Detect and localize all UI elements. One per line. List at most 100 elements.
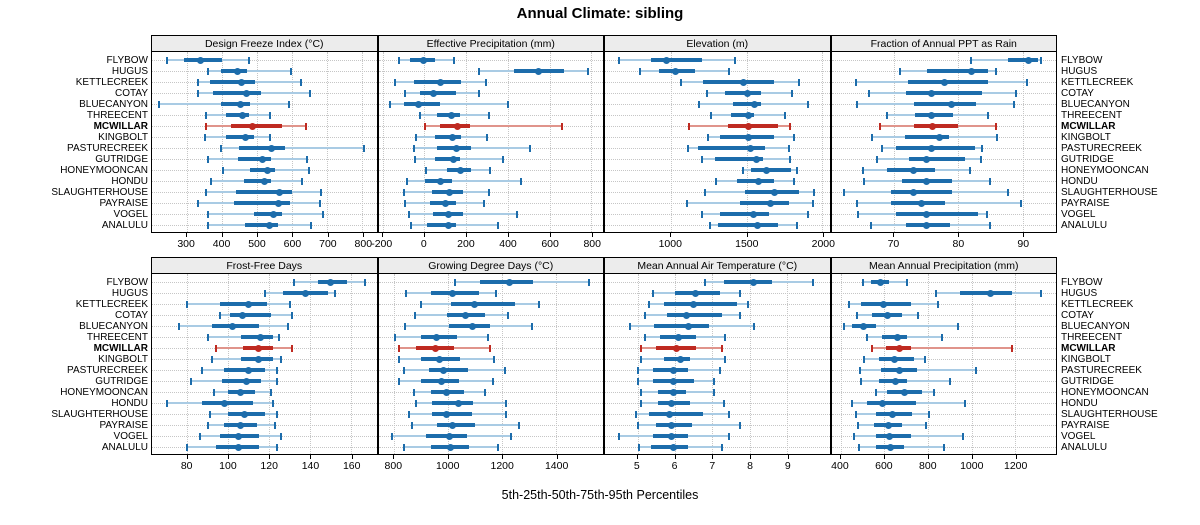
cap-5th <box>165 56 168 64</box>
cap-5th <box>178 322 181 330</box>
cap-5th <box>397 56 400 64</box>
station-label-honeymooncan: HONEYMOONCAN <box>1061 164 1149 176</box>
box-25th-75th <box>450 302 515 306</box>
interval-row-slaughterhouse <box>378 187 603 198</box>
gridline-horizontal <box>831 392 1056 393</box>
cap-5th <box>640 355 643 363</box>
median-dot <box>922 177 930 185</box>
percentile-caption: 5th-25th-50th-75th-95th Percentiles <box>501 488 699 502</box>
panel-strip-frost-free-days: Frost-Free Days <box>151 257 378 274</box>
box-25th-75th <box>724 91 762 95</box>
cap-5th <box>742 166 745 174</box>
box-25th-75th <box>212 91 261 95</box>
median-dot <box>444 210 452 218</box>
box-25th-75th <box>648 412 704 416</box>
interval-row-gutridge <box>152 376 377 387</box>
panel-title: Effective Precipitation (mm) <box>426 37 555 50</box>
station-label-gutridge: GUTRIDGE <box>95 375 148 387</box>
station-label-vogel: VOGEL <box>113 208 148 220</box>
cap-5th <box>424 122 427 130</box>
cap-95th <box>333 289 336 297</box>
median-dot <box>302 289 310 297</box>
cap-95th <box>305 155 308 163</box>
station-label-hugus: HUGUS <box>1061 65 1098 77</box>
axis-tick <box>636 455 638 459</box>
cap-95th <box>724 333 727 341</box>
axis-tick <box>674 455 676 459</box>
axis-tick-label: 700 <box>319 238 337 250</box>
cap-95th <box>278 333 281 341</box>
cap-5th <box>700 155 703 163</box>
cap-5th <box>899 67 902 75</box>
median-dot <box>326 278 334 286</box>
interval-row-bluecanyon <box>152 99 377 110</box>
interval-row-vogel <box>605 431 830 442</box>
cap-95th <box>989 177 992 185</box>
cap-95th <box>537 300 540 308</box>
cap-95th <box>504 410 507 418</box>
median-dot <box>887 443 895 451</box>
gridline-vertical <box>822 52 824 232</box>
box-25th-75th <box>226 135 254 139</box>
box-25th-75th <box>908 80 989 84</box>
x-axis-effective-precipitation-mm: -200 0 200 400 600 800 <box>371 233 605 251</box>
axis-tick-label: 400 <box>831 460 849 472</box>
interval-row-kettlecreek <box>378 299 603 310</box>
median-dot <box>675 333 683 341</box>
median-dot <box>446 188 454 196</box>
cap-5th <box>855 199 858 207</box>
station-label-kettlecreek: KETTLECREEK <box>75 298 148 310</box>
cap-95th <box>497 221 500 229</box>
station-label-payraise: PAYRAISE <box>99 197 148 209</box>
interval-row-bluecanyon <box>378 321 603 332</box>
interval-row-mcwillar <box>605 121 830 132</box>
gridline-horizontal <box>152 60 377 61</box>
cap-95th <box>485 78 488 86</box>
cap-5th <box>644 311 647 319</box>
cap-95th <box>561 122 564 130</box>
interval-row-hondu <box>378 398 603 409</box>
box-25th-75th <box>249 168 276 172</box>
median-dot <box>260 177 268 185</box>
gridline-vertical <box>958 52 960 232</box>
cap-95th <box>310 221 313 229</box>
cap-95th <box>961 432 964 440</box>
interval-row-threecent <box>378 332 603 343</box>
interval-row-honeymooncan <box>378 165 603 176</box>
median-dot <box>884 421 892 429</box>
median-dot <box>754 221 762 229</box>
median-dot <box>745 111 753 119</box>
station-label-analulu: ANALULU <box>1061 441 1108 453</box>
median-dot <box>667 432 675 440</box>
median-dot <box>910 188 918 196</box>
median-dot <box>437 78 445 86</box>
interval-row-flybow <box>152 55 377 66</box>
gridline-vertical <box>186 52 188 232</box>
box-25th-75th <box>235 190 293 194</box>
cap-5th <box>197 199 200 207</box>
median-dot <box>448 133 456 141</box>
cap-5th <box>707 133 710 141</box>
cap-5th <box>410 221 413 229</box>
interval-row-analulu <box>831 442 1056 453</box>
interval-row-flybow <box>378 55 603 66</box>
box-25th-75th <box>220 302 268 306</box>
cap-5th <box>866 333 869 341</box>
cap-5th <box>207 221 210 229</box>
station-label-slaughterhouse: SLAUGHTERHOUSE <box>1061 186 1158 198</box>
gridline-horizontal <box>378 93 603 94</box>
cap-95th <box>528 144 531 152</box>
cap-95th <box>501 155 504 163</box>
station-label-pasturecreek: PASTURECREEK <box>1061 142 1142 154</box>
cap-95th <box>963 399 966 407</box>
cap-5th <box>186 300 189 308</box>
median-dot <box>239 111 247 119</box>
gridline-vertical <box>350 274 352 454</box>
gridline-vertical <box>257 52 259 232</box>
gridline-horizontal <box>152 282 377 283</box>
cap-5th <box>698 100 701 108</box>
axis-tick <box>1023 233 1025 237</box>
interval-row-hugus <box>831 66 1056 77</box>
cap-95th <box>1026 78 1029 86</box>
interval-row-analulu <box>152 442 377 453</box>
